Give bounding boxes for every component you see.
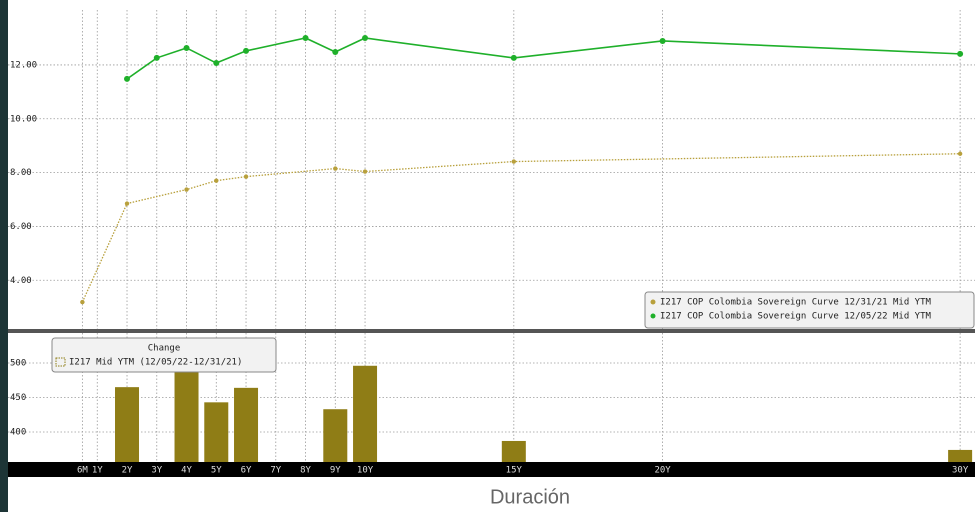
side-strip	[0, 0, 8, 512]
marker	[957, 151, 963, 156]
marker	[957, 50, 964, 57]
x-tick-label: 1Y	[92, 466, 103, 476]
panel-divider	[8, 329, 975, 333]
x-tick-label: 6M	[77, 466, 88, 476]
marker	[153, 54, 160, 61]
marker	[510, 54, 517, 61]
bar	[323, 409, 348, 462]
marker	[124, 75, 131, 82]
legend-label: I217 Mid YTM (12/05/22-12/31/21)	[69, 358, 242, 368]
y-tick-label: 500	[10, 359, 26, 369]
y-tick-label: 6.00	[10, 222, 32, 232]
x-tick-label: 30Y	[952, 466, 969, 476]
legend-label: I217 COP Colombia Sovereign Curve 12/05/…	[660, 312, 932, 322]
marker	[659, 37, 666, 44]
y-tick-label: 12.00	[10, 60, 37, 70]
marker	[80, 299, 85, 305]
x-tick-label: 4Y	[181, 466, 192, 476]
marker	[124, 201, 130, 206]
y-tick-label: 450	[10, 393, 26, 403]
x-tick-label: 7Y	[270, 466, 281, 476]
marker	[183, 44, 190, 51]
legend-box	[51, 337, 277, 373]
legend-swatch	[55, 357, 66, 367]
legend-marker	[650, 313, 656, 319]
x-tick-label: 10Y	[357, 466, 374, 476]
legend-marker	[650, 299, 656, 305]
bar	[501, 440, 526, 462]
x-axis-label: Duración	[490, 486, 570, 508]
y-tick-label: 400	[10, 427, 26, 437]
y-tick-label: 10.00	[10, 114, 37, 124]
x-tick-label: 15Y	[506, 466, 523, 476]
bar	[115, 387, 140, 462]
x-tick-label: 5Y	[211, 466, 222, 476]
marker	[362, 169, 368, 174]
legend-box	[644, 291, 975, 329]
legend-label: I217 COP Colombia Sovereign Curve 12/31/…	[660, 298, 932, 308]
y-tick-label: 8.00	[10, 168, 32, 178]
marker	[243, 47, 250, 54]
x-tick-label: 9Y	[330, 466, 341, 476]
bar	[353, 365, 378, 462]
marker	[213, 60, 220, 67]
legend-title: Change	[148, 344, 181, 354]
x-tick-label: 2Y	[122, 466, 133, 476]
x-axis-band	[8, 462, 975, 477]
bar	[204, 402, 229, 462]
bar	[948, 449, 973, 462]
marker	[184, 187, 189, 192]
marker	[243, 174, 249, 179]
bar	[234, 387, 259, 462]
marker	[332, 48, 339, 55]
x-tick-label: 3Y	[151, 466, 162, 476]
plot-area	[8, 10, 975, 462]
marker	[302, 34, 309, 41]
marker	[362, 34, 369, 41]
x-tick-label: 6Y	[241, 466, 252, 476]
marker	[214, 178, 219, 183]
marker	[511, 159, 517, 164]
marker	[333, 166, 338, 171]
x-tick-label: 8Y	[300, 466, 311, 476]
y-tick-label: 4.00	[10, 276, 32, 286]
x-tick-label: 20Y	[654, 466, 671, 476]
